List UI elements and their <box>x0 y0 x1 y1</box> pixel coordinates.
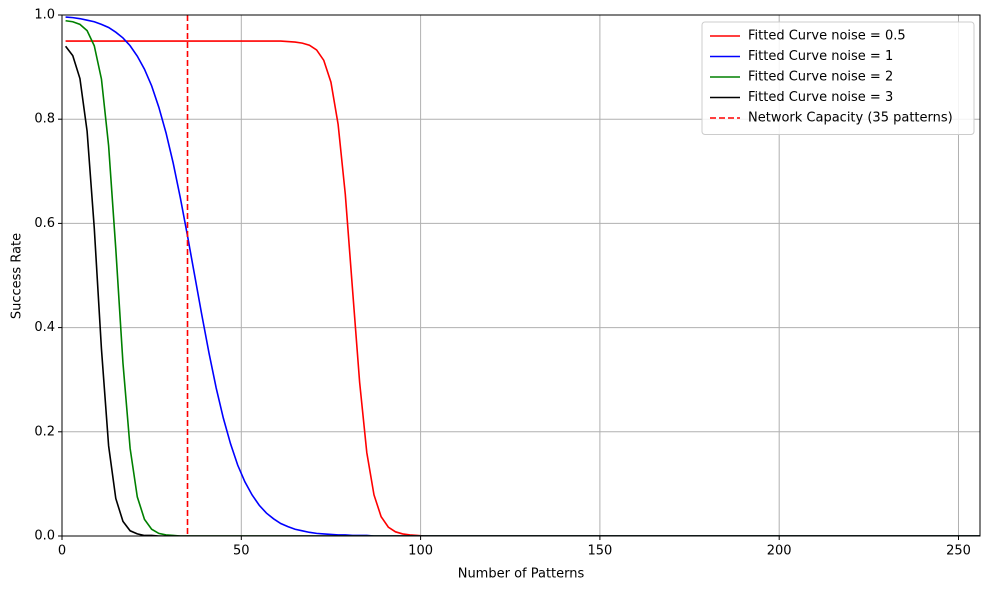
line-series <box>64 45 980 536</box>
x-tick-label: 100 <box>408 544 433 559</box>
x-tick-label: 0 <box>58 544 66 559</box>
y-axis-label: Success Rate <box>10 233 25 319</box>
legend-label: Fitted Curve noise = 0.5 <box>748 29 906 44</box>
plot-frame <box>61 14 981 537</box>
legend-label: Fitted Curve noise = 2 <box>748 70 893 85</box>
legend-label: Network Capacity (35 patterns) <box>748 111 953 126</box>
y-tick-label: 0.4 <box>34 320 55 335</box>
x-tick-label: 50 <box>233 544 250 559</box>
x-tick-label: 250 <box>946 544 971 559</box>
y-tick-label: 0.6 <box>34 216 55 231</box>
line-series <box>65 40 980 536</box>
legend-box <box>701 21 975 135</box>
x-axis-label: Number of Patterns <box>458 567 585 582</box>
y-tick-label: 1.0 <box>34 8 55 23</box>
y-tick-label: 0.0 <box>34 529 55 544</box>
x-tick-label: 150 <box>587 544 612 559</box>
legend-label: Fitted Curve noise = 1 <box>748 49 893 64</box>
y-tick-label: 0.2 <box>34 424 55 439</box>
line-series <box>65 19 980 536</box>
x-tick-label: 200 <box>767 544 792 559</box>
y-tick-label: 0.8 <box>34 112 55 127</box>
line-series <box>65 16 980 536</box>
legend-label: Fitted Curve noise = 3 <box>748 90 893 105</box>
